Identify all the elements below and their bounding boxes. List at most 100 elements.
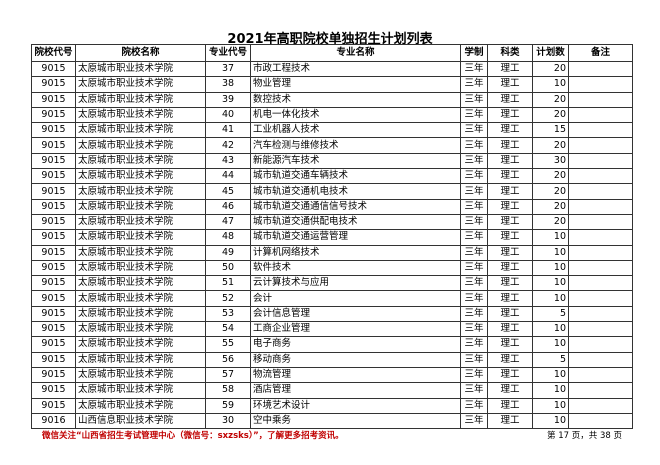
table-row: 9015 太原城市职业技术学院 41 工业机器人技术 三年 理工 15: [31, 122, 633, 139]
table-row: 9016 山西信息职业技术学院 30 空中乘务 三年 理工 10: [31, 412, 633, 430]
table-cell: 太原城市职业技术学院: [75, 168, 206, 185]
table-cell: 太原城市职业技术学院: [75, 321, 206, 338]
table-cell: 理工: [487, 137, 533, 154]
table-cell: 会计信息管理: [250, 305, 461, 323]
table-cell: 三年: [460, 229, 488, 246]
table-cell: 城市轨道交通供配电技术: [250, 213, 461, 231]
table-cell: 理工: [487, 275, 533, 292]
table-cell: 20: [532, 91, 569, 108]
table-cell: 9015: [31, 336, 76, 353]
table-cell: 城市轨道交通通信信号技术: [250, 198, 461, 215]
table-cell: 42: [205, 137, 251, 154]
table-cell: 三年: [460, 290, 488, 307]
table-cell: 太原城市职业技术学院: [75, 382, 206, 399]
table-cell: 三年: [460, 351, 488, 368]
table-row: 9015 太原城市职业技术学院 43 新能源汽车技术 三年 理工 30: [31, 152, 633, 170]
table-cell: 9015: [31, 305, 76, 323]
table-cell: 50: [205, 259, 251, 277]
table-cell: 太原城市职业技术学院: [75, 106, 206, 124]
table-cell: 计算机网络技术: [250, 244, 461, 261]
table-cell: [568, 122, 633, 139]
table-cell: 43: [205, 152, 251, 170]
table-row: 9015 太原城市职业技术学院 45 城市轨道交通机电技术 三年 理工 20: [31, 183, 633, 200]
table-cell: 太原城市职业技术学院: [75, 244, 206, 261]
table-cell: 58: [205, 382, 251, 399]
table-cell: 9015: [31, 351, 76, 368]
table-cell: 太原城市职业技术学院: [75, 152, 206, 170]
table-cell: 54: [205, 321, 251, 338]
table-cell: 理工: [487, 382, 533, 399]
table-cell: 49: [205, 244, 251, 261]
table-cell: 太原城市职业技术学院: [75, 366, 206, 384]
table-cell: 太原城市职业技术学院: [75, 275, 206, 292]
table-cell: 会计: [250, 290, 461, 307]
table-cell: 理工: [487, 259, 533, 277]
table-cell: 太原城市职业技术学院: [75, 198, 206, 215]
table-cell: 10: [532, 244, 569, 261]
table-row: 9015 太原城市职业技术学院 52 会计 三年 理工 10: [31, 290, 633, 307]
table-cell: [568, 213, 633, 231]
column-header: 学制: [460, 44, 488, 62]
table-cell: 城市轨道交通车辆技术: [250, 168, 461, 185]
table-cell: 理工: [487, 290, 533, 307]
table-row: 9015 太原城市职业技术学院 42 汽车检测与维修技术 三年 理工 20: [31, 137, 633, 154]
table-cell: 城市轨道交通运营管理: [250, 229, 461, 246]
column-header: 计划数: [532, 44, 569, 62]
table-cell: 45: [205, 183, 251, 200]
table-cell: 20: [532, 60, 569, 78]
table-cell: [568, 168, 633, 185]
column-header: 院校名称: [75, 44, 206, 62]
table-cell: 9015: [31, 183, 76, 200]
table-cell: [568, 412, 633, 430]
table-cell: 三年: [460, 152, 488, 170]
table-cell: 9015: [31, 259, 76, 277]
table-cell: 太原城市职业技术学院: [75, 290, 206, 307]
table-row: 9015 太原城市职业技术学院 54 工商企业管理 三年 理工 10: [31, 321, 633, 338]
table-cell: 云计算技术与应用: [250, 275, 461, 292]
table-cell: 30: [532, 152, 569, 170]
table-cell: [568, 305, 633, 323]
table-cell: 5: [532, 305, 569, 323]
table-cell: 52: [205, 290, 251, 307]
table-cell: 20: [532, 198, 569, 215]
table-cell: 空中乘务: [250, 412, 461, 430]
table-cell: 三年: [460, 91, 488, 108]
table-row: 9015 太原城市职业技术学院 47 城市轨道交通供配电技术 三年 理工 20: [31, 213, 633, 231]
table-cell: 三年: [460, 382, 488, 399]
table-cell: 三年: [460, 336, 488, 353]
table-row: 9015 太原城市职业技术学院 49 计算机网络技术 三年 理工 10: [31, 244, 633, 261]
table-cell: 工商企业管理: [250, 321, 461, 338]
table-cell: 理工: [487, 351, 533, 368]
table-cell: [568, 183, 633, 200]
table-cell: 理工: [487, 366, 533, 384]
table-cell: 电子商务: [250, 336, 461, 353]
table-cell: 20: [532, 183, 569, 200]
table-cell: 9015: [31, 76, 76, 93]
table-cell: 15: [532, 122, 569, 139]
table-cell: 工业机器人技术: [250, 122, 461, 139]
table-cell: 41: [205, 122, 251, 139]
table-row: 9015 太原城市职业技术学院 44 城市轨道交通车辆技术 三年 理工 20: [31, 168, 633, 185]
table-cell: 9015: [31, 290, 76, 307]
table-cell: 理工: [487, 122, 533, 139]
table-cell: 理工: [487, 91, 533, 108]
table-cell: 理工: [487, 106, 533, 124]
table-cell: 太原城市职业技术学院: [75, 76, 206, 93]
table-cell: 59: [205, 397, 251, 414]
table-cell: 9015: [31, 91, 76, 108]
table-cell: 太原城市职业技术学院: [75, 137, 206, 154]
table-cell: 理工: [487, 397, 533, 414]
table-cell: 数控技术: [250, 91, 461, 108]
table-cell: 太原城市职业技术学院: [75, 122, 206, 139]
table-cell: 38: [205, 76, 251, 93]
table-cell: [568, 76, 633, 93]
table-cell: 理工: [487, 321, 533, 338]
table-cell: 9015: [31, 321, 76, 338]
table-cell: 20: [532, 106, 569, 124]
table-cell: 机电一体化技术: [250, 106, 461, 124]
table-cell: 9015: [31, 366, 76, 384]
enrollment-plan-table: 院校代号 院校名称 专业代号 专业名称 学制 科类 计划数 备注 9015 太原城市职业技术学院…: [31, 44, 633, 430]
table-cell: 30: [205, 412, 251, 430]
table-cell: 9015: [31, 382, 76, 399]
table-row: 9015 太原城市职业技术学院 58 酒店管理 三年 理工 10: [31, 382, 633, 399]
